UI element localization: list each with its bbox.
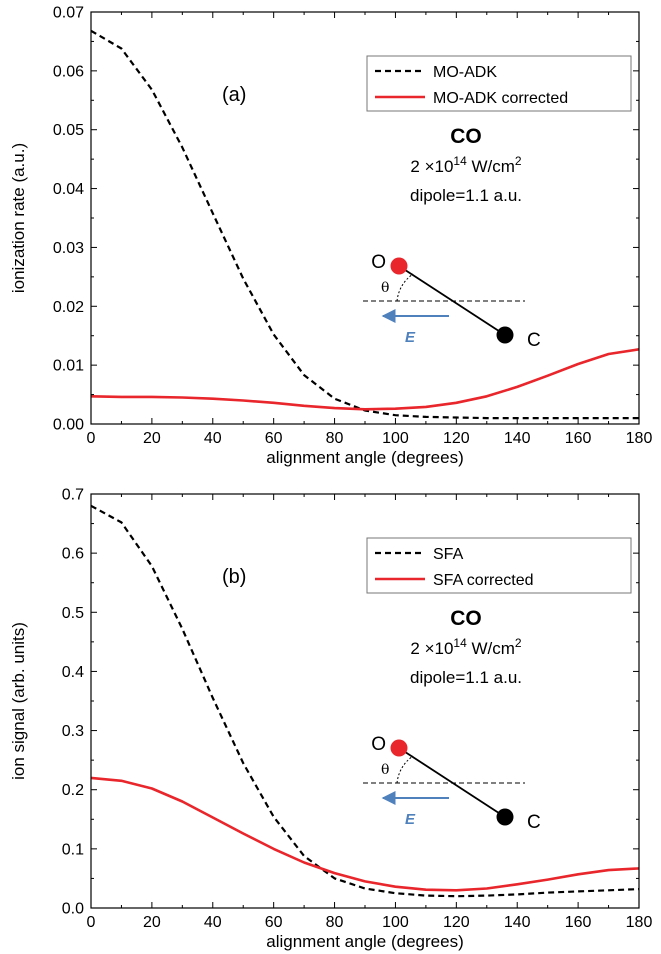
panel-a-x-axis-label: alignment angle (degrees)	[266, 448, 464, 467]
panel-a-field-label: E	[405, 329, 416, 346]
panel-b-series-sfa-corrected	[90, 776, 640, 892]
panel-a-y-tick-label: 0.03	[53, 240, 84, 257]
panel-b-x-tick-label: 0	[87, 914, 96, 931]
panel-a-angle-arc	[396, 273, 414, 302]
panel-a-carbon-label: C	[527, 330, 541, 351]
panel-b-y-tick-label: 0.4	[62, 664, 84, 681]
panel-b-y-tick-label: 0.3	[62, 723, 84, 740]
panel-b-y-tick-label: 0.0	[62, 901, 84, 918]
panel-a-oxygen-label: O	[371, 252, 386, 273]
panel-b-y-tick-label: 0.5	[62, 605, 84, 622]
panel-a-molecule-diagram: O C θ E	[363, 252, 541, 351]
panel-b-x-tick-label: 40	[204, 914, 222, 931]
panel-b-y-tick-label: 0.7	[62, 487, 84, 504]
panel-a-annotation: CO 2 ×1014 W/cm2 dipole=1.1 a.u.	[410, 125, 522, 205]
panel-a-intensity-label: 2 ×1014 W/cm2	[410, 154, 522, 176]
panel-b-series-layer	[90, 504, 640, 898]
panel-a-x-tick-label: 0	[87, 430, 96, 447]
panel-a-y-axis-label: ionization rate (a.u.)	[9, 143, 28, 293]
panel-b-theta-label: θ	[381, 762, 389, 778]
panel-b-x-tick-label: 160	[565, 914, 592, 931]
panel-a-x-tick-label: 40	[204, 430, 222, 447]
panel-b-annotation: CO 2 ×1014 W/cm2 dipole=1.1 a.u.	[410, 607, 522, 687]
panel-b-legend-box	[366, 537, 632, 594]
panel-b-molecule-label: CO	[450, 607, 482, 630]
panel-b-y-tick-label: 0.2	[62, 782, 84, 799]
panel-a-y-tick-label: 0.01	[53, 358, 84, 375]
panel-b-x-tick-label: 180	[626, 914, 653, 931]
panel-b-x-ticks: 0 20 40 60 80 100 120 140 160 180	[87, 494, 653, 931]
panel-a-y-tick-label: 0.04	[53, 181, 84, 198]
panel-b-x-tick-label: 140	[504, 914, 531, 931]
panel-b-x-tick-label: 100	[382, 914, 409, 931]
panel-a-x-tick-label: 180	[626, 430, 653, 447]
panel-b-x-axis-label: alignment angle (degrees)	[266, 932, 464, 951]
panel-b-y-tick-label: 0.1	[62, 841, 84, 858]
panel-b-oxygen-atom	[390, 739, 408, 757]
panel-b-intensity-base: 2 ×10	[410, 639, 453, 658]
panel-a-y-tick-label: 0.07	[53, 5, 84, 22]
panel-a-intensity-unit: W/cm	[467, 157, 515, 176]
panel-a-carbon-atom	[496, 326, 514, 344]
panel-b-intensity-unit-exponent: 2	[515, 636, 522, 650]
panel-b-oxygen-label: O	[371, 734, 386, 755]
panel-b-legend-entry-sfa-corrected: SFA corrected	[433, 572, 534, 589]
panel-b-x-tick-label: 120	[443, 914, 470, 931]
panel-a-series-layer	[90, 29, 640, 420]
panel-a-dipole-label: dipole=1.1 a.u.	[410, 186, 522, 205]
panel-b-carbon-label: C	[527, 812, 541, 833]
panel-a-x-tick-label: 160	[565, 430, 592, 447]
panel-a-y-tick-label: 0.02	[53, 299, 84, 316]
panel-b-legend-entry-sfa: SFA	[433, 546, 464, 563]
panel-a-intensity-base: 2 ×10	[410, 157, 453, 176]
panel-a-intensity-unit-exponent: 2	[515, 154, 522, 168]
panel-a-series-mo-adk-corrected	[90, 348, 640, 411]
panel-a-oxygen-atom	[390, 257, 408, 275]
panel-a-y-tick-label: 0.00	[53, 417, 84, 434]
panel-a-y-ticks: 0.00 0.01 0.02 0.03 0.04 0.05 0.06 0.07	[53, 5, 639, 434]
panel-a-x-tick-label: 60	[265, 430, 283, 447]
panel-a-x-tick-label: 80	[326, 430, 344, 447]
panel-a-legend: MO-ADK MO-ADK corrected	[366, 55, 632, 112]
panel-b-dipole-label: dipole=1.1 a.u.	[410, 668, 522, 687]
panel-a-molecule-label: CO	[450, 125, 482, 148]
panel-b-intensity-unit: W/cm	[467, 639, 515, 658]
panel-a-label: (a)	[222, 84, 246, 106]
panel-b-angle-arc	[396, 755, 414, 784]
panel-a-x-tick-label: 120	[443, 430, 470, 447]
panel-a-theta-label: θ	[381, 280, 389, 296]
panel-a-y-tick-label: 0.06	[53, 63, 84, 80]
panel-a-intensity-exponent: 14	[453, 154, 467, 168]
panel-a-legend-entry-mo-adk-corrected: MO-ADK corrected	[433, 90, 568, 107]
panel-b-y-tick-label: 0.6	[62, 546, 84, 563]
panel-a-legend-box	[366, 55, 632, 112]
panel-b-y-axis-label: ion signal (arb. units)	[9, 622, 28, 780]
panel-b-intensity-exponent: 14	[453, 636, 467, 650]
panel-a-x-tick-label: 100	[382, 430, 409, 447]
panel-b-x-tick-label: 20	[143, 914, 161, 931]
panel-b-y-ticks: 0.0 0.1 0.2 0.3 0.4 0.5 0.6 0.7	[62, 487, 639, 918]
panel-b-chart: 0 20 40 60 80 100 120 140 160 180 0.0 0.1 0.2 0.3 0.4…	[9, 487, 652, 952]
panel-a-legend-entry-mo-adk: MO-ADK	[433, 64, 497, 81]
panel-b-x-tick-label: 80	[326, 914, 344, 931]
panel-a-x-tick-label: 20	[143, 430, 161, 447]
panel-b-intensity-label: 2 ×1014 W/cm2	[410, 636, 522, 658]
panel-a-x-ticks: 0 20 40 60 80 100 120 140 160 180	[87, 12, 653, 447]
panel-b-legend: SFA SFA corrected	[366, 537, 632, 594]
panel-b-carbon-atom	[496, 808, 514, 826]
panel-a-y-tick-label: 0.05	[53, 122, 84, 139]
panel-b-x-tick-label: 60	[265, 914, 283, 931]
panel-a-x-tick-label: 140	[504, 430, 531, 447]
panel-b-label: (b)	[222, 566, 246, 588]
panel-b-field-label: E	[405, 811, 416, 828]
panel-b-molecule-diagram: O C θ E	[363, 734, 541, 833]
panel-a-chart: 0 20 40 60 80 100 120 140 160 180 0.000.010.020.0…	[9, 5, 652, 468]
